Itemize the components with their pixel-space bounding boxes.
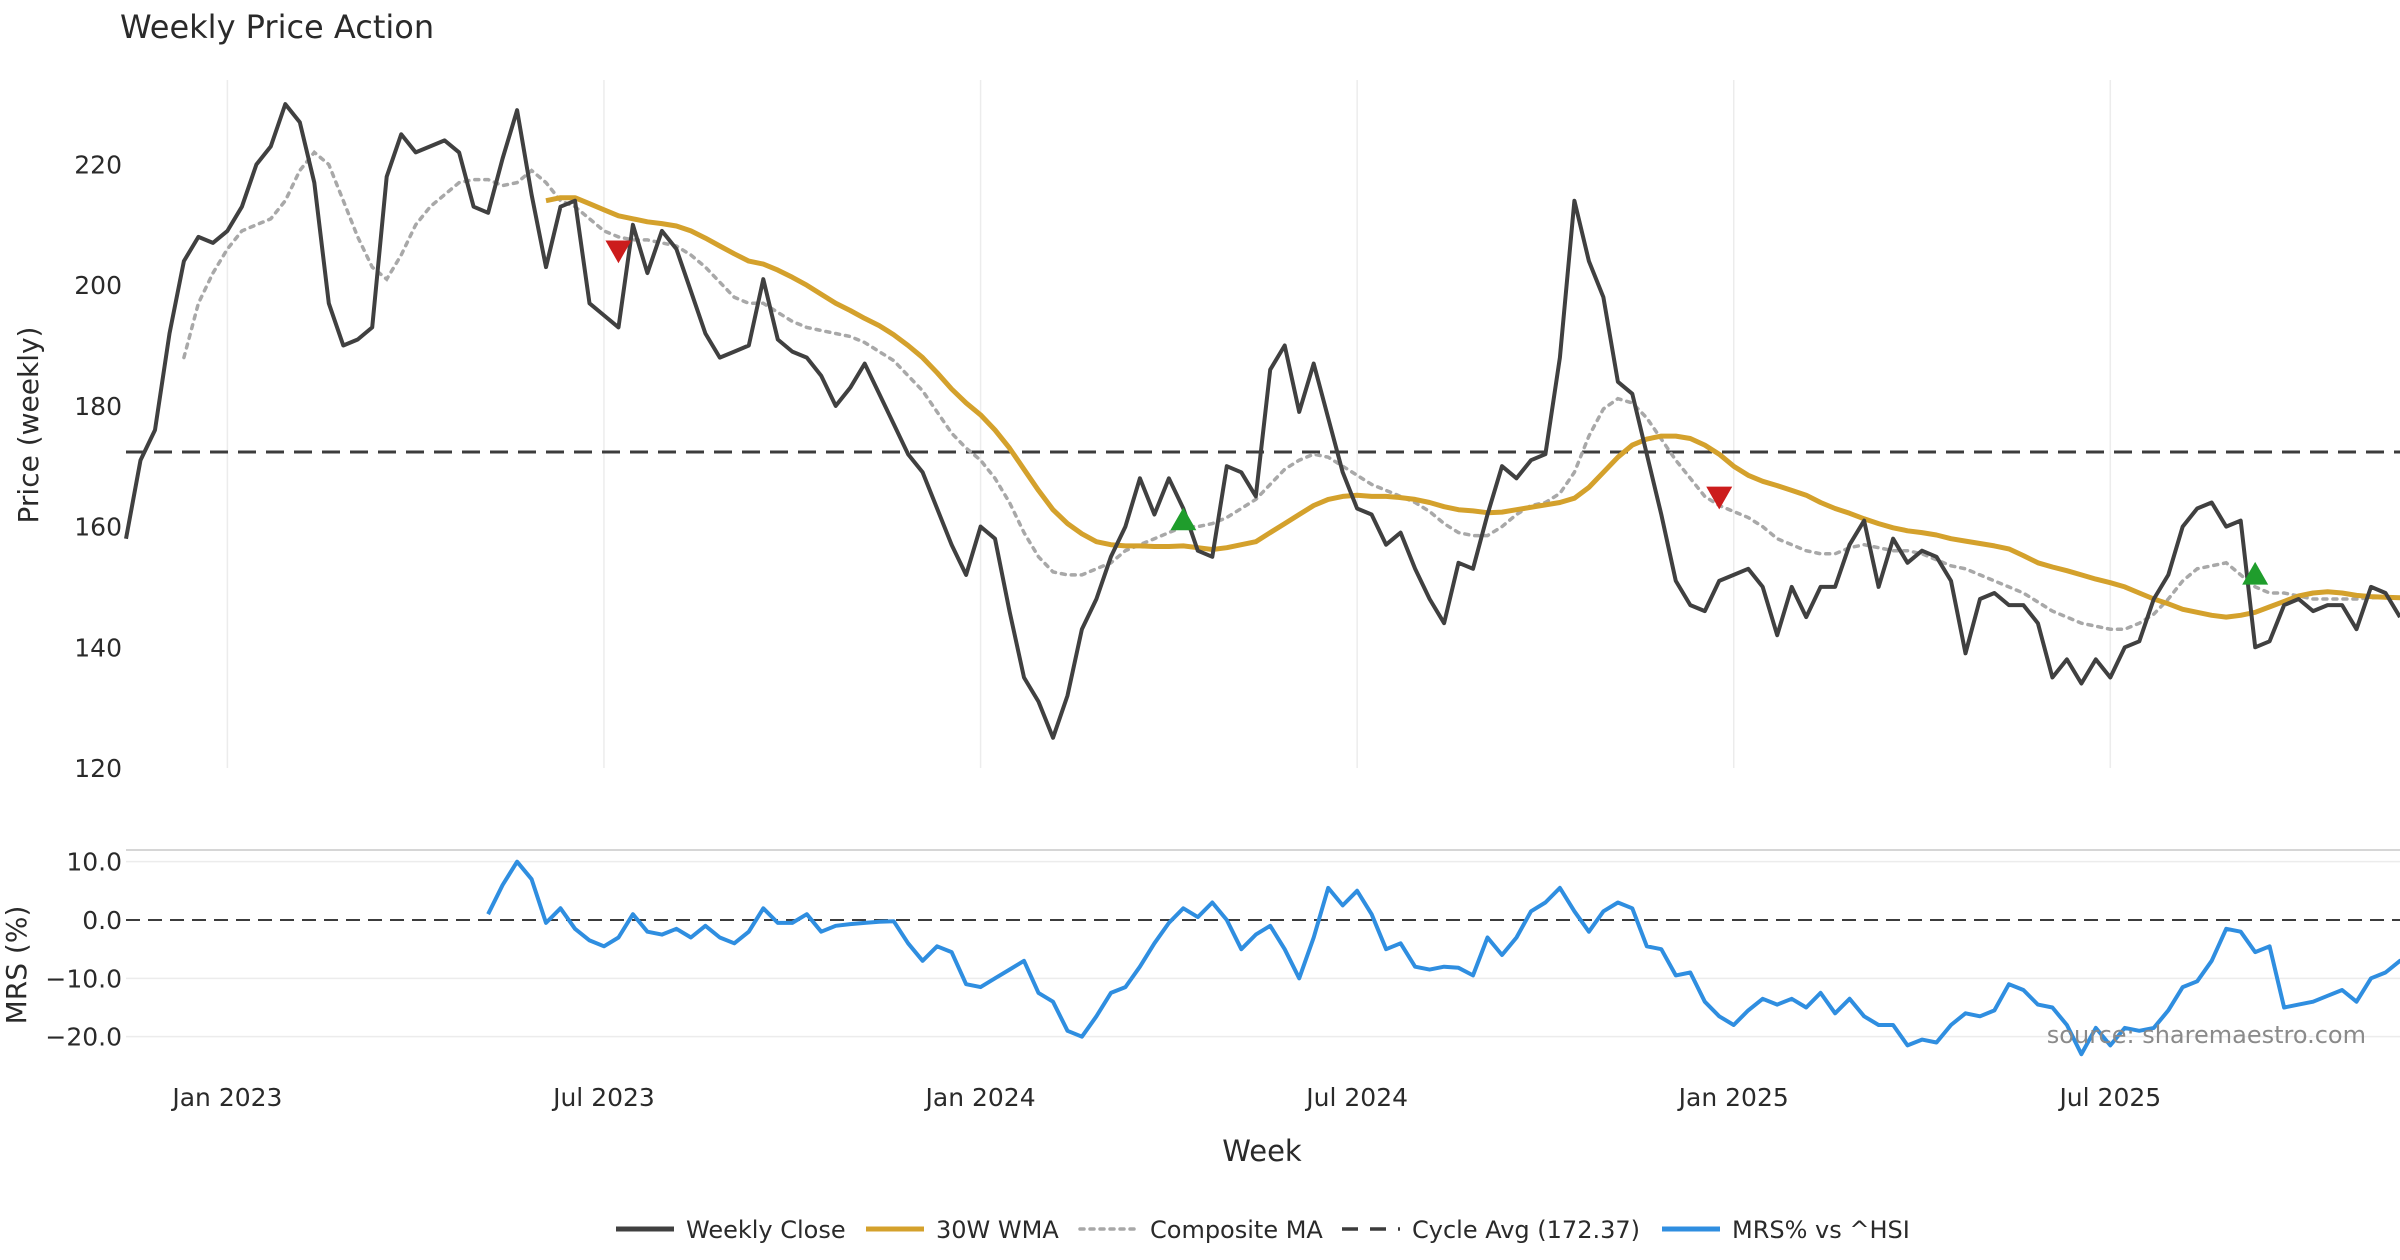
x-tick-label: Jul 2024 — [1304, 1083, 1408, 1112]
chart-title: Weekly Price Action — [120, 8, 434, 46]
x-axis-label: Week — [1222, 1134, 1302, 1168]
legend-label: Composite MA — [1150, 1216, 1323, 1244]
mrs-y-axis: −20.0 −10.0 0.0 10.0 — [45, 848, 2400, 1052]
wma-30w-line — [545, 195, 2400, 620]
price-y-tick-label: 160 — [74, 513, 122, 542]
mrs-line — [486, 859, 2400, 1057]
weekly-close-line — [124, 102, 2400, 740]
buy-signal-marker — [2242, 561, 2269, 585]
legend-label: Weekly Close — [686, 1216, 846, 1244]
sell-signal-marker — [1706, 486, 1733, 510]
mrs-y-tick-label: 10.0 — [66, 848, 122, 877]
price-y-tick-label: 180 — [74, 392, 122, 421]
x-tick-label: Jul 2025 — [2057, 1083, 2161, 1112]
x-tick-label: Jan 2025 — [1677, 1083, 1789, 1112]
source-label: source: sharemaestro.com — [2047, 1021, 2366, 1049]
mrs-y-tick-label: −20.0 — [45, 1023, 122, 1052]
composite-ma-line — [182, 149, 2400, 631]
price-y-axis-label: Price (weekly) — [12, 327, 45, 524]
x-tick-label: Jan 2023 — [170, 1083, 282, 1112]
mrs-y-tick-label: −10.0 — [45, 964, 122, 993]
price-y-tick-label: 220 — [74, 150, 122, 179]
mrs-y-tick-label: 0.0 — [82, 906, 122, 935]
x-tick-labels: Jan 2023 Jul 2023 Jan 2024 Jul 2024 Jan 2025… — [170, 1083, 2161, 1112]
legend-label: Cycle Avg (172.37) — [1412, 1216, 1640, 1244]
sell-signal-marker — [605, 240, 632, 264]
legend: Weekly Close 30W WMA Composite MA Cycle Avg… — [616, 1216, 1910, 1244]
signal-markers — [605, 240, 2269, 585]
price-y-tick-label: 120 — [74, 754, 122, 783]
buy-signal-marker — [1170, 507, 1197, 531]
price-y-tick-label: 140 — [74, 633, 122, 662]
price-y-tick-label: 200 — [74, 271, 122, 300]
x-tick-label: Jul 2023 — [551, 1083, 655, 1112]
legend-label: 30W WMA — [936, 1216, 1059, 1244]
x-tick-label: Jan 2024 — [924, 1083, 1036, 1112]
price-y-axis: 120 140 160 180 200 220 — [74, 150, 122, 783]
mrs-y-axis-label: MRS (%) — [0, 906, 33, 1025]
legend-label: MRS% vs ^HSI — [1732, 1216, 1910, 1244]
x-gridlines — [226, 80, 2112, 768]
